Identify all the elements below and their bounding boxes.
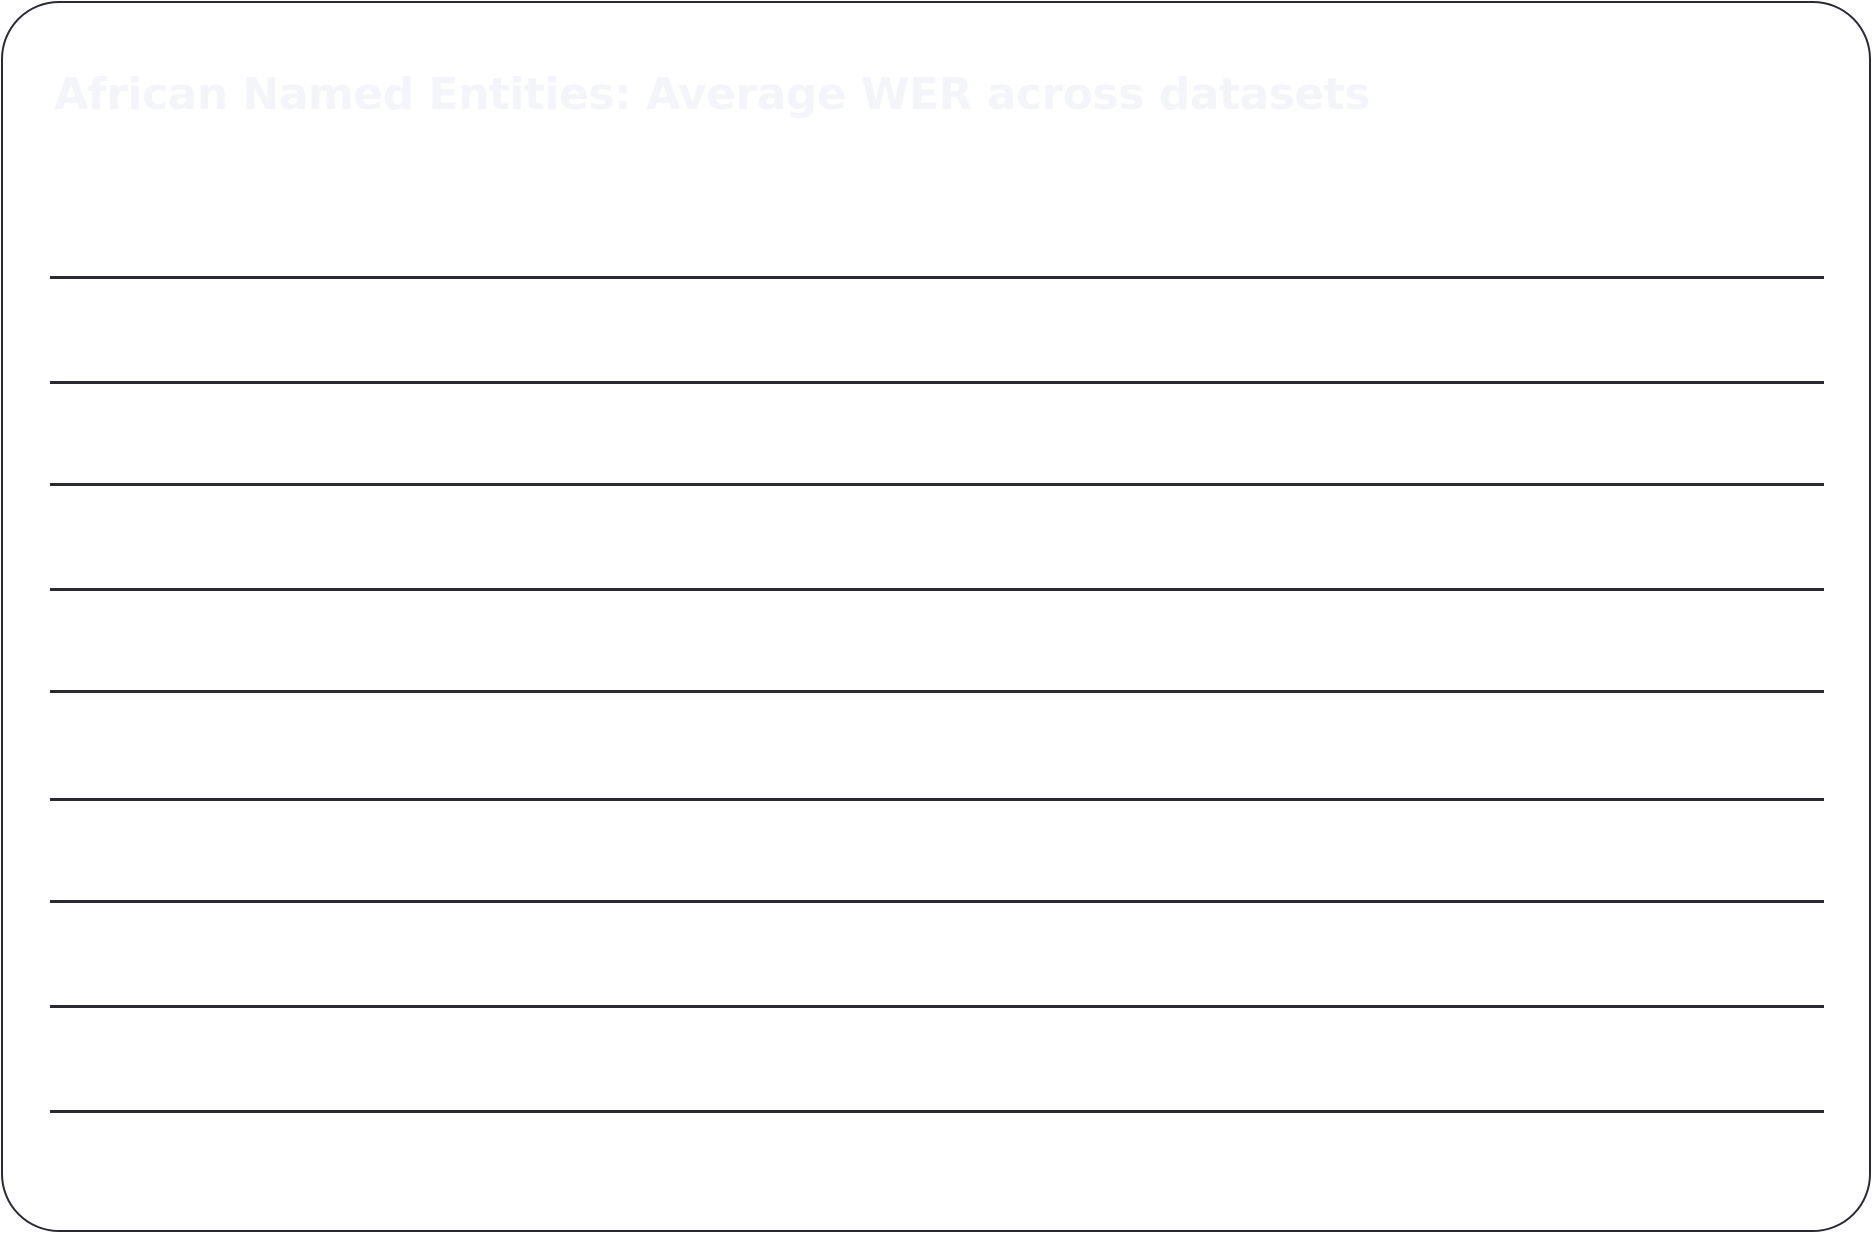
row-divider <box>50 690 1824 693</box>
row-list <box>50 0 1824 1236</box>
row-divider <box>50 900 1824 903</box>
row-divider <box>50 276 1824 279</box>
row-divider <box>50 381 1824 384</box>
card-title: African Named Entities: Average WER acro… <box>54 69 1370 120</box>
row-divider <box>50 483 1824 486</box>
row-divider <box>50 1005 1824 1008</box>
row-divider <box>50 588 1824 591</box>
row-divider <box>50 1110 1824 1113</box>
row-divider <box>50 798 1824 801</box>
